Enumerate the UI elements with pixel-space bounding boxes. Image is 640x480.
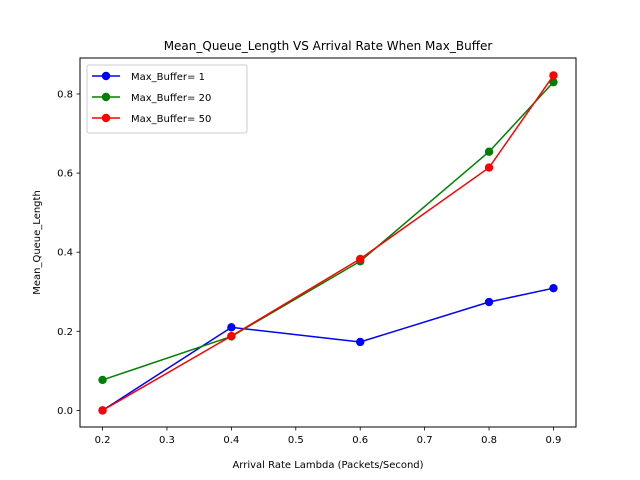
data-point bbox=[484, 297, 494, 307]
legend-entries: Max_Buffer= 1 Max_Buffer= 20 Max_Buffer= 5… bbox=[92, 71, 211, 125]
y-axis-ticks: 0.0 0.2 0.4 0.6 0.8 bbox=[57, 89, 80, 417]
x-tick-label: 0.8 bbox=[481, 435, 497, 446]
data-point bbox=[356, 337, 365, 347]
plot-series bbox=[98, 71, 558, 415]
plot-frame bbox=[79, 57, 577, 428]
series-3 bbox=[98, 71, 558, 415]
legend-box bbox=[86, 64, 248, 134]
x-axis-ticks: 0.2 0.3 0.4 0.5 0.6 0.7 0.8 0.9 bbox=[95, 427, 562, 446]
y-tick-label: 0.4 bbox=[57, 248, 73, 259]
legend: Max_Buffer= 1 Max_Buffer= 20 Max_Buffer= 5… bbox=[86, 64, 248, 134]
data-point bbox=[484, 163, 494, 172]
x-tick-label: 0.3 bbox=[159, 435, 175, 446]
x-tick-label: 0.5 bbox=[288, 435, 304, 446]
data-point bbox=[549, 71, 558, 80]
data-point bbox=[484, 147, 494, 156]
y-tick-label: 0.2 bbox=[57, 327, 73, 338]
legend-label: Max_Buffer= 20 bbox=[131, 93, 211, 104]
x-tick-label: 0.9 bbox=[546, 435, 562, 446]
y-tick-label: 0.8 bbox=[57, 89, 73, 100]
data-point bbox=[98, 375, 107, 385]
data-point bbox=[98, 406, 107, 415]
data-point bbox=[549, 77, 558, 87]
y-tick-label: 0.0 bbox=[57, 406, 73, 417]
data-point bbox=[227, 323, 236, 332]
legend-marker bbox=[101, 113, 111, 123]
x-tick-label: 0.7 bbox=[417, 435, 433, 446]
x-tick-label: 0.4 bbox=[223, 435, 239, 446]
x-tick-label: 0.2 bbox=[95, 435, 111, 446]
data-point bbox=[356, 254, 365, 264]
x-axis-label: Arrival Rate Lambda (Packets/Second) bbox=[232, 460, 423, 471]
y-tick-label: 0.6 bbox=[57, 169, 73, 180]
y-axis-label: Mean_Queue_Length bbox=[32, 190, 43, 295]
legend-marker bbox=[101, 92, 111, 102]
legend-label: Max_Buffer= 50 bbox=[131, 114, 211, 125]
data-point bbox=[549, 283, 558, 293]
x-tick-label: 0.6 bbox=[352, 435, 368, 446]
legend-label: Max_Buffer= 1 bbox=[131, 72, 205, 83]
data-point bbox=[227, 331, 236, 341]
legend-marker bbox=[101, 71, 111, 81]
chart-title: Mean_Queue_Length VS Arrival Rate When M… bbox=[164, 39, 493, 53]
